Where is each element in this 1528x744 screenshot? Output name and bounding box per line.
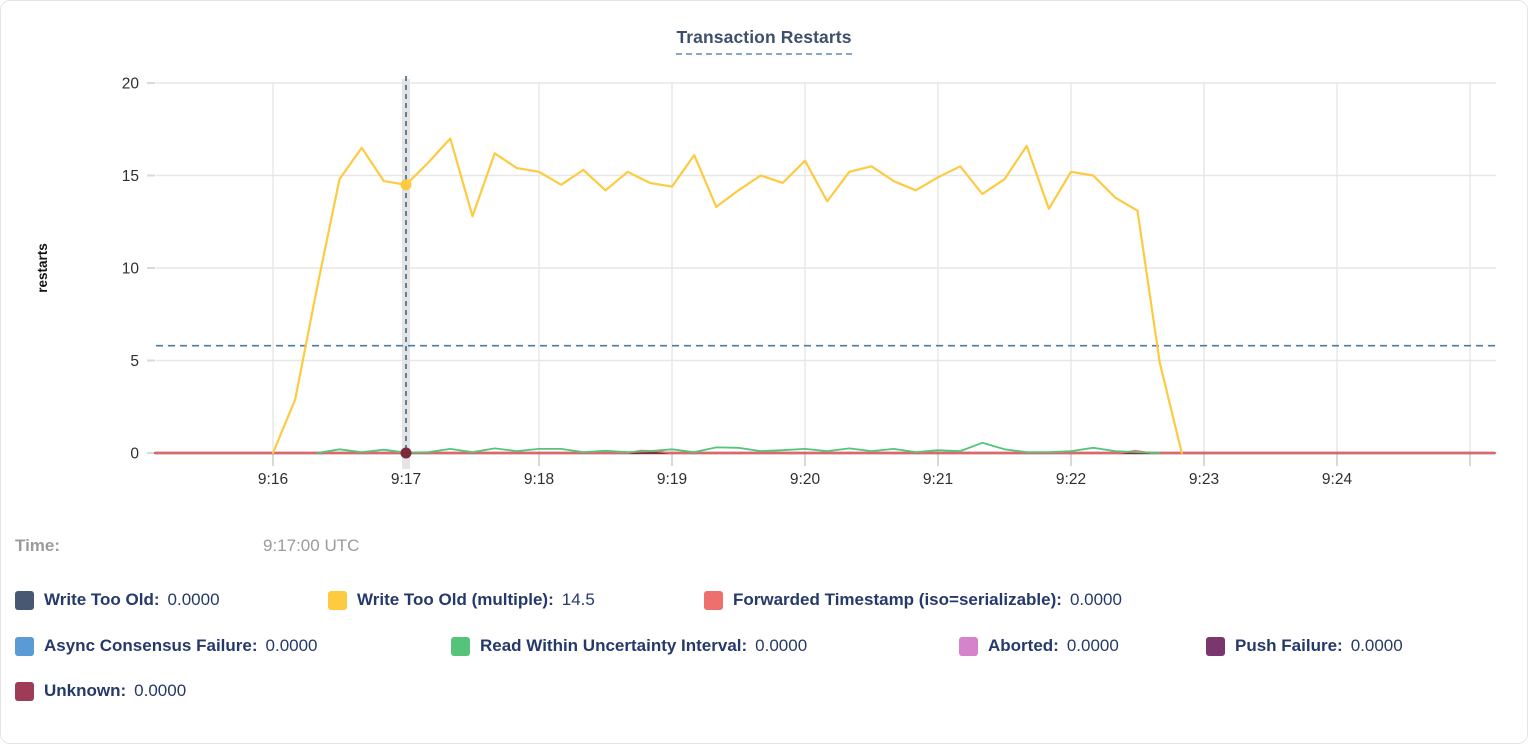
legend-item-write-too-old: Write Too Old: 0.0000	[15, 590, 220, 610]
x-tick-label: 9:18	[524, 471, 554, 488]
y-tick-label: 5	[130, 353, 139, 370]
legend-label: Aborted:	[988, 636, 1059, 655]
legend-item-forwarded-timestamp-iso-serializable: Forwarded Timestamp (iso=serializable): 0…	[704, 590, 1122, 610]
legend-label: Write Too Old (multiple):	[357, 590, 554, 609]
x-tick-label: 9:22	[1056, 471, 1086, 488]
legend-item-write-too-old-multiple: Write Too Old (multiple): 14.5	[328, 590, 595, 610]
legend-value: 0.0000	[1350, 636, 1403, 655]
y-tick-label: 10	[122, 261, 140, 278]
x-tick-label: 9:19	[657, 471, 687, 488]
legend-swatch	[328, 590, 347, 610]
legend-item-aborted: Aborted: 0.0000	[959, 636, 1119, 656]
series-line-read-within-uncertainty-interval	[316, 441, 1161, 454]
legend-value: 0.0000	[265, 636, 318, 655]
time-value: 9:17:00 UTC	[263, 536, 360, 555]
legend-item-unknown: Unknown: 0.0000	[15, 681, 186, 701]
legend-label: Async Consensus Failure:	[44, 636, 258, 655]
legend-item-async-consensus-failure: Async Consensus Failure: 0.0000	[15, 636, 318, 656]
x-tick-label: 9:17	[391, 471, 421, 488]
legend-label: Write Too Old:	[44, 590, 160, 609]
legend-row-1: Write Too Old: 0.0000 Write Too Old (multi…	[1, 590, 1527, 620]
y-tick-label: 20	[122, 76, 140, 93]
legend-swatch	[1206, 636, 1225, 656]
legend-swatch	[451, 636, 470, 656]
x-tick-label: 9:21	[923, 471, 953, 488]
legend-value: 0.0000	[167, 590, 220, 609]
legend-label: Forwarded Timestamp (iso=serializable):	[733, 590, 1062, 609]
legend-label: Read Within Uncertainty Interval:	[480, 636, 748, 655]
legend-swatch	[15, 681, 34, 701]
chart-area[interactable]: 0 5 10 15 20 9:16 9:17 9:18 9:19 9:20 9:21 9:22 9:23…	[1, 1, 1528, 521]
legend-value: 0.0000	[1066, 636, 1119, 655]
legend-label: Push Failure:	[1235, 636, 1343, 655]
legend-swatch	[15, 636, 34, 656]
x-tick-label: 9:20	[790, 471, 821, 488]
y-axis-label: restarts	[35, 243, 50, 293]
hover-dot-write-too-old-multiple	[400, 179, 412, 191]
time-label: Time:	[15, 536, 61, 555]
legend-label: Unknown:	[44, 681, 127, 700]
hover-dot-zero	[400, 447, 412, 459]
chart-title-wrap: Transaction Restarts	[1, 27, 1527, 55]
legend-row-2: Async Consensus Failure: 0.0000 Read Withi…	[1, 636, 1527, 666]
legend-value: 14.5	[561, 590, 595, 609]
legend-value: 0.0000	[1069, 590, 1122, 609]
legend-swatch	[959, 636, 978, 656]
legend-item-read-within-uncertainty-interval: Read Within Uncertainty Interval: 0.0000	[451, 636, 807, 656]
legend-row-3: Unknown: 0.0000	[1, 681, 1527, 711]
x-tick-label: 9:24	[1322, 471, 1353, 488]
legend-item-push-failure: Push Failure: 0.0000	[1206, 636, 1403, 656]
y-tick-label: 0	[130, 446, 139, 463]
legend-value: 0.0000	[134, 681, 187, 700]
series-line-write-too-old-multiple	[271, 137, 1183, 455]
x-tick-label: 9:16	[258, 471, 288, 488]
legend-value: 0.0000	[755, 636, 808, 655]
transaction-restarts-chart[interactable]: 0 5 10 15 20 9:16 9:17 9:18 9:19 9:20 9:21 9:22 9:23…	[1, 1, 1528, 521]
y-tick-label: 15	[122, 168, 139, 185]
x-tick-label: 9:23	[1189, 471, 1219, 488]
chart-title[interactable]: Transaction Restarts	[676, 27, 852, 55]
hover-time-row: Time: 9:17:00 UTC	[1, 534, 1527, 564]
legend-swatch	[704, 590, 723, 610]
legend-swatch	[15, 590, 34, 610]
